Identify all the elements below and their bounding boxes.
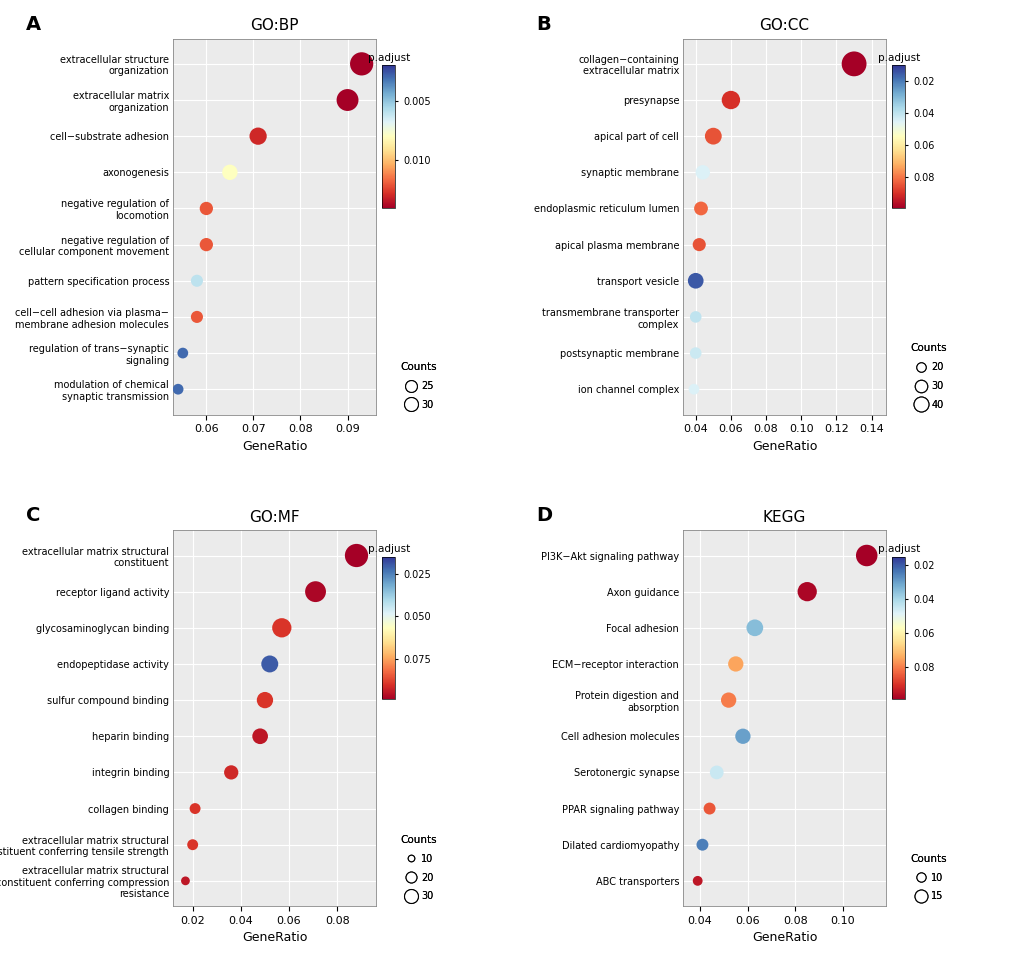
Point xyxy=(687,345,703,361)
Point xyxy=(177,873,194,889)
Title: GO:MF: GO:MF xyxy=(249,510,300,524)
Point xyxy=(198,237,214,253)
Point xyxy=(734,729,750,744)
Point xyxy=(307,584,323,600)
Point xyxy=(273,620,289,635)
Point xyxy=(223,764,239,780)
Legend: 25, 30: 25, 30 xyxy=(399,362,436,410)
Point xyxy=(339,93,356,108)
Point xyxy=(250,128,266,144)
Point xyxy=(687,309,703,325)
Point xyxy=(704,128,720,144)
Title: p.adjust: p.adjust xyxy=(367,53,410,63)
X-axis label: GeneRatio: GeneRatio xyxy=(242,440,307,453)
Point xyxy=(170,382,186,397)
Legend: 20, 30, 40: 20, 30, 40 xyxy=(909,343,946,410)
Point xyxy=(692,201,708,216)
Point xyxy=(354,56,370,71)
Point xyxy=(257,692,273,708)
Point xyxy=(189,273,205,288)
Point xyxy=(691,237,707,253)
X-axis label: GeneRatio: GeneRatio xyxy=(751,440,816,453)
Point xyxy=(694,837,710,852)
Point xyxy=(746,620,762,635)
Title: GO:BP: GO:BP xyxy=(250,18,299,33)
Title: GO:CC: GO:CC xyxy=(759,18,809,33)
Point xyxy=(174,345,191,361)
Legend: 10, 20, 30: 10, 20, 30 xyxy=(399,835,436,901)
Point xyxy=(261,656,277,672)
Title: p.adjust: p.adjust xyxy=(876,53,919,63)
Title: p.adjust: p.adjust xyxy=(367,545,410,554)
Point xyxy=(221,165,237,180)
Point xyxy=(727,656,743,672)
Point xyxy=(845,56,861,71)
Point xyxy=(252,729,268,744)
Point xyxy=(186,801,203,817)
Point xyxy=(685,382,701,397)
Text: A: A xyxy=(25,14,41,34)
Point xyxy=(798,584,814,600)
Text: D: D xyxy=(535,506,551,525)
Point xyxy=(687,273,703,288)
Point xyxy=(184,837,201,852)
Point xyxy=(694,165,710,180)
Point xyxy=(722,93,739,108)
X-axis label: GeneRatio: GeneRatio xyxy=(751,931,816,945)
Legend: 10, 15: 10, 15 xyxy=(909,854,946,901)
Title: p.adjust: p.adjust xyxy=(876,545,919,554)
Point xyxy=(189,309,205,325)
Point xyxy=(701,801,717,817)
Point xyxy=(858,548,874,563)
Text: B: B xyxy=(535,14,550,34)
Text: C: C xyxy=(25,506,41,525)
Point xyxy=(689,873,705,889)
Point xyxy=(348,548,365,563)
X-axis label: GeneRatio: GeneRatio xyxy=(242,931,307,945)
Point xyxy=(719,692,736,708)
Title: KEGG: KEGG xyxy=(762,510,805,524)
Point xyxy=(708,764,725,780)
Point xyxy=(198,201,214,216)
